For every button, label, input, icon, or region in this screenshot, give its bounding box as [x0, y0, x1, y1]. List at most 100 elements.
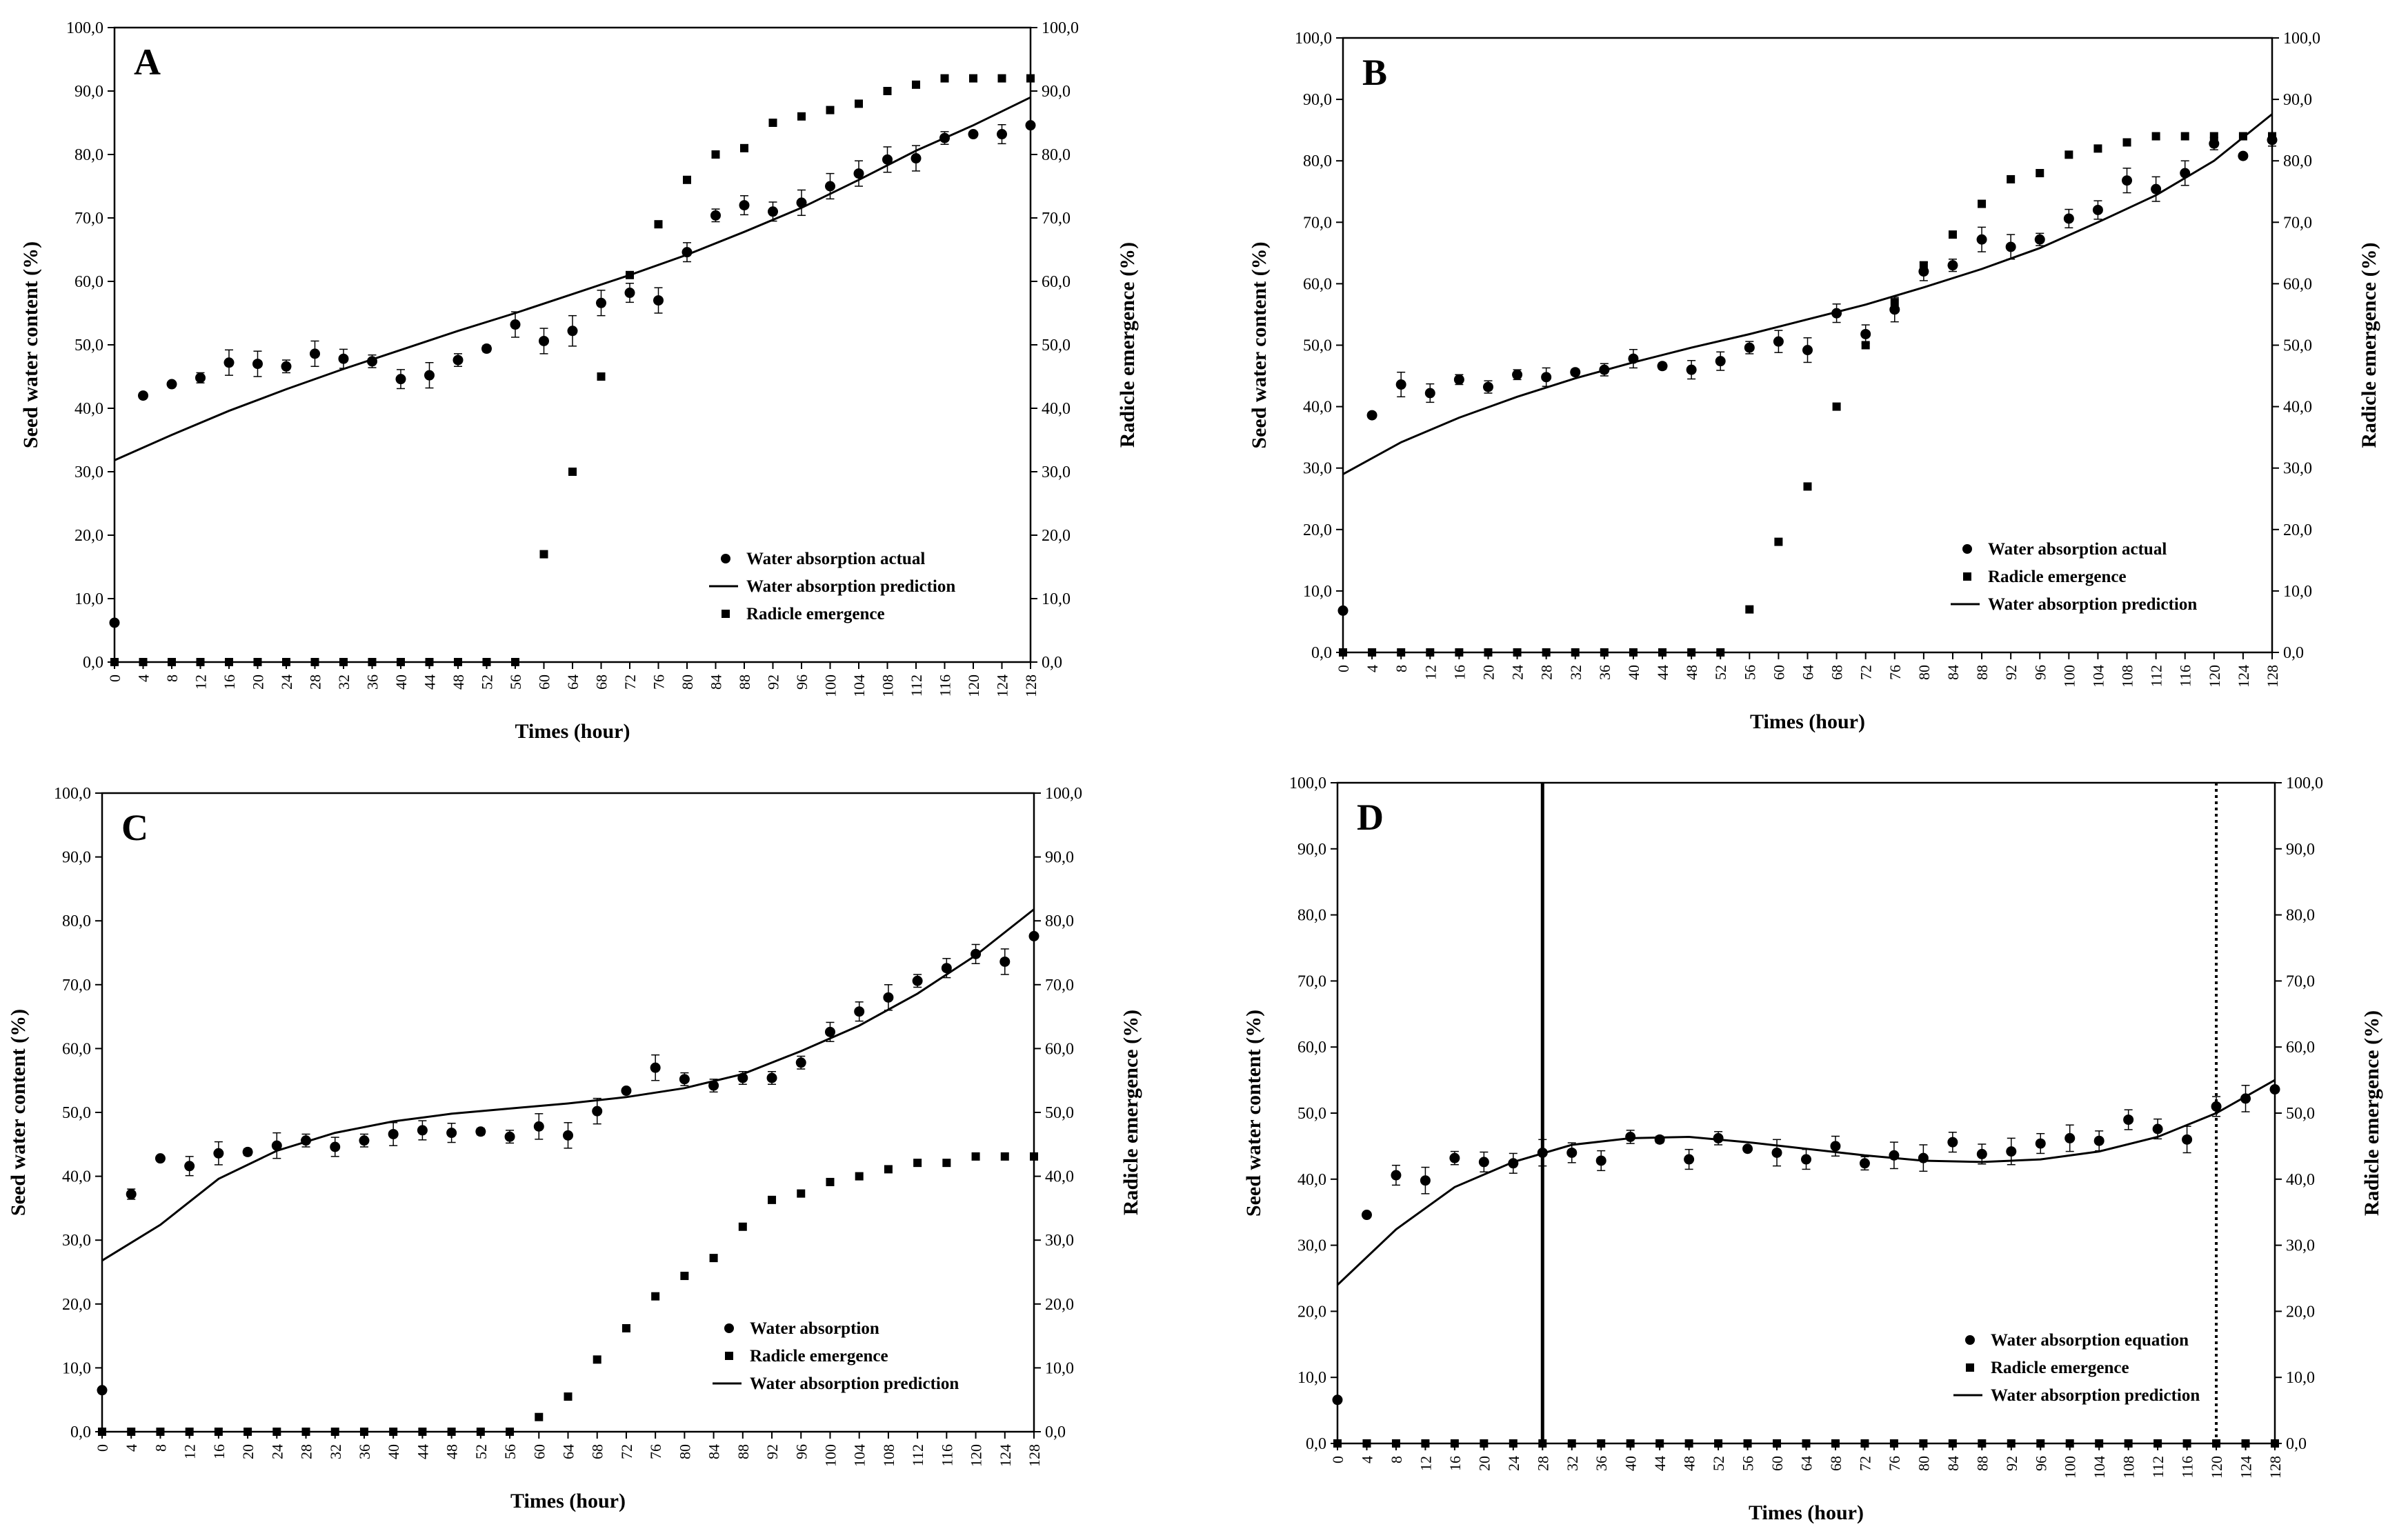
y2-axis-title: Radicle emergence (%): [1120, 1010, 1142, 1215]
y2-tick-label: 50,0: [1045, 1104, 1074, 1122]
y-tick-label: 70,0: [62, 977, 91, 994]
y-tick-label: 50,0: [1303, 337, 1332, 355]
x-tick-label: 128: [1026, 1444, 1043, 1467]
series-radicle-emergence: [98, 1152, 1038, 1436]
x-tick-label: 112: [909, 1444, 926, 1466]
x-tick-label: 96: [793, 1444, 810, 1459]
legend-label: Water absorption prediction: [750, 1374, 959, 1393]
data-point-circle: [97, 1385, 108, 1396]
data-point-circle: [2182, 1134, 2193, 1145]
x-tick-label: 80: [1915, 1456, 1932, 1471]
data-point-square: [2151, 132, 2160, 141]
y2-tick-label: 40,0: [2286, 1171, 2315, 1189]
data-point-square: [476, 1428, 485, 1436]
x-tick-label: 60: [1770, 665, 1787, 680]
data-point-square: [969, 74, 977, 83]
legend-label: Radicle emergence: [750, 1347, 888, 1366]
data-point-square: [2182, 1439, 2191, 1448]
x-tick-label: 16: [1451, 665, 1468, 680]
data-point-circle: [395, 374, 406, 385]
x-tick-label: 0: [1335, 665, 1352, 672]
data-point-square: [2007, 174, 2016, 183]
data-point-square: [1919, 261, 1928, 270]
data-point-square: [1542, 648, 1551, 657]
data-point-circle: [475, 1126, 486, 1137]
y-axis-title: Seed water content (%): [19, 241, 42, 448]
data-point-square: [1890, 298, 1899, 307]
y2-axis-title: Radicle emergence (%): [1116, 242, 1139, 448]
data-point-square: [253, 658, 262, 666]
x-tick-label: 100: [2060, 665, 2078, 688]
data-point-square: [1455, 648, 1464, 657]
data-point-circle: [1025, 120, 1036, 131]
data-point-circle: [1859, 1158, 1870, 1169]
data-point-square: [738, 1222, 747, 1231]
data-point-circle: [883, 992, 894, 1003]
data-point-square: [1000, 1152, 1009, 1161]
x-tick-label: 96: [2032, 1456, 2049, 1471]
x-tick-label: 108: [2120, 1456, 2138, 1479]
x-tick-label: 8: [152, 1444, 169, 1452]
data-point-circle: [999, 956, 1011, 967]
y2-tick-label: 0,0: [2283, 644, 2304, 662]
data-point-square: [301, 1428, 310, 1436]
data-point-circle: [824, 1026, 835, 1037]
y-tick-label: 40,0: [74, 400, 103, 418]
x-tick-label: 124: [997, 1444, 1014, 1467]
x-tick-label: 124: [994, 674, 1011, 697]
x-tick-label: 20: [1475, 1456, 1493, 1471]
chart-panel-a: A 0,0 0,0 10,0 10,0 20,0 20,0 30,0 30,0 40,0 40,0 5…: [19, 19, 1139, 743]
y2-tick-label: 30,0: [1045, 1232, 1074, 1250]
y-tick-label: 100,0: [66, 19, 103, 37]
x-tick-label: 92: [764, 1444, 781, 1459]
y2-tick-label: 100,0: [2283, 30, 2320, 48]
panel-letter: C: [121, 807, 148, 848]
x-tick-label: 64: [1800, 665, 1817, 680]
data-point-square: [1426, 648, 1435, 657]
data-point-square: [884, 1165, 893, 1174]
data-point-square: [2180, 132, 2189, 141]
x-tick-label: 48: [1681, 1456, 1698, 1471]
x-tick-label: 76: [1887, 665, 1904, 680]
data-point-circle: [359, 1135, 370, 1146]
x-tick-label: 128: [1022, 674, 1039, 697]
data-point-square: [912, 80, 920, 89]
legend-label: Water absorption equation: [1991, 1331, 2189, 1350]
data-point-square: [1513, 648, 1522, 657]
y2-tick-label: 20,0: [1042, 527, 1071, 545]
prediction-curve: [114, 96, 1031, 461]
data-point-square: [2271, 1439, 2279, 1448]
series-water-absorption-prediction: [114, 96, 1031, 461]
data-point-square: [447, 1428, 456, 1436]
data-point-circle: [481, 343, 492, 354]
data-point-circle: [446, 1128, 457, 1139]
y-tick-label: 60,0: [74, 273, 103, 291]
y2-tick-label: 60,0: [1042, 273, 1071, 291]
data-point-circle: [1395, 379, 1406, 390]
data-point-square: [2036, 169, 2044, 178]
y-tick-label: 40,0: [1297, 1171, 1326, 1189]
data-point-square: [1658, 648, 1667, 657]
data-point-circle: [1566, 1147, 1578, 1158]
y-tick-label: 100,0: [1295, 30, 1332, 48]
x-tick-label: 68: [1829, 665, 1846, 680]
x-tick-label: 12: [192, 674, 210, 690]
data-point-square: [768, 1195, 777, 1204]
data-point-square: [2036, 1439, 2045, 1448]
data-point-circle: [2238, 150, 2249, 161]
data-point-square: [709, 1254, 718, 1263]
x-tick-label: 80: [1916, 665, 1933, 680]
y-tick-label: 50,0: [74, 337, 103, 354]
data-point-square: [768, 119, 777, 127]
y-tick-label: 90,0: [1303, 91, 1332, 109]
x-tick-label: 80: [676, 1444, 693, 1459]
y-tick-label: 10,0: [1297, 1369, 1326, 1387]
data-point-square: [683, 175, 691, 184]
data-point-square: [1687, 648, 1696, 657]
data-point-square: [1716, 648, 1725, 657]
x-tick-label: 72: [1856, 1456, 1873, 1471]
x-tick-label: 44: [414, 1444, 431, 1459]
y-axis-title: Seed water content (%): [7, 1009, 30, 1216]
x-tick-label: 128: [2267, 1456, 2284, 1479]
x-tick-label: 48: [444, 1444, 461, 1459]
